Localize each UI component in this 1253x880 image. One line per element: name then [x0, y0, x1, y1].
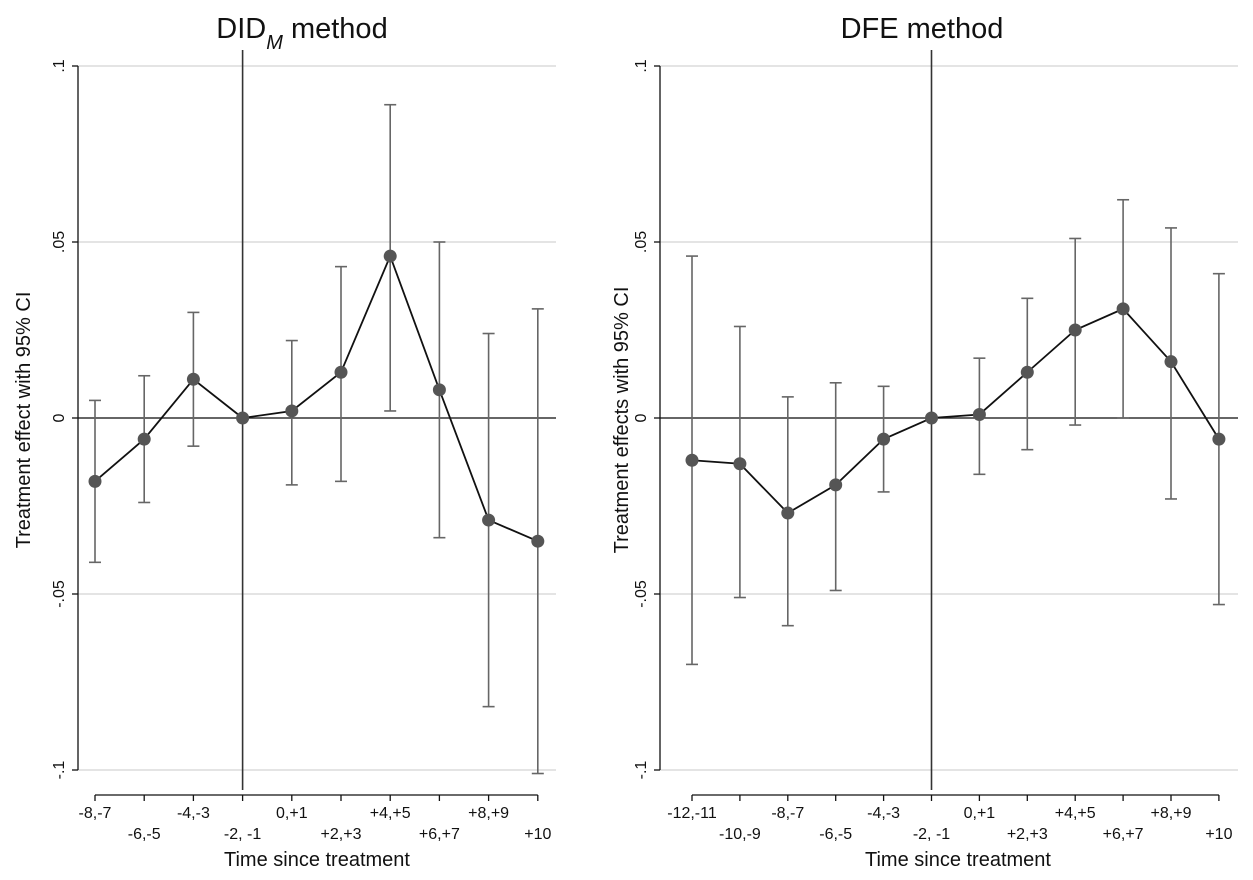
chart-title: DIDM method — [216, 13, 387, 54]
data-point — [1116, 302, 1130, 316]
data-point — [432, 383, 446, 397]
series-line — [691, 307, 1220, 515]
y-tick-label: 0 — [633, 413, 650, 422]
data-point — [733, 457, 747, 471]
x-tick-label: -12,-11 — [667, 805, 717, 822]
y-tick-label: .1 — [633, 59, 650, 72]
x-tick-label: -6,-5 — [819, 826, 852, 843]
data-point — [1020, 365, 1034, 379]
x-tick-label: +6,+7 — [1103, 826, 1144, 843]
data-point — [482, 513, 496, 527]
data-point — [334, 365, 348, 379]
x-tick-label: +8,+9 — [468, 805, 509, 822]
x-axis-title: Time since treatment — [865, 849, 1051, 871]
y-tick-label: .05 — [633, 231, 650, 253]
y-tick-label: -.05 — [51, 580, 68, 608]
x-tick-label: +2,+3 — [321, 826, 362, 843]
y-tick-label: .1 — [51, 59, 68, 72]
series-line — [94, 253, 539, 543]
x-tick-label: -2, -1 — [224, 826, 261, 843]
x-tick-label: +8,+9 — [1151, 805, 1192, 822]
x-axis-title: Time since treatment — [224, 849, 410, 871]
data-point — [685, 453, 699, 467]
data-point — [137, 432, 151, 446]
x-tick-label: -8,-7 — [771, 805, 804, 822]
data-point — [972, 407, 986, 421]
data-point — [877, 432, 891, 446]
data-point — [829, 478, 843, 492]
data-point — [531, 534, 545, 548]
y-tick-label: -.05 — [633, 580, 650, 608]
x-tick-label: +10 — [1205, 826, 1232, 843]
x-tick-label: -4,-3 — [177, 805, 210, 822]
data-point — [1212, 432, 1226, 446]
chart-title: DFE method — [841, 13, 1004, 45]
y-tick-label: -.1 — [633, 761, 650, 780]
x-tick-label: 0,+1 — [964, 805, 996, 822]
y-axis-title: Treatment effects with 95% CI — [611, 287, 633, 554]
x-tick-label: -2, -1 — [913, 826, 950, 843]
x-tick-label: +6,+7 — [419, 826, 460, 843]
data-point — [285, 404, 299, 418]
y-tick-label: 0 — [51, 413, 68, 422]
x-tick-label: -10,-9 — [719, 826, 761, 843]
chart-panel-2: .1 .05 0 -.05 -.1 -12,-11-10,-9 -8,-7 -6,-5 -4,-… — [611, 13, 1238, 871]
y-tick-label: -.1 — [51, 761, 68, 780]
x-tick-label: -6,-5 — [128, 826, 161, 843]
chart-title-subscript: M — [266, 32, 283, 54]
y-axis-title: Treatment effect with 95% CI — [13, 292, 35, 549]
data-point — [1164, 355, 1178, 369]
x-tick-label: -4,-3 — [867, 805, 900, 822]
x-tick-label: +10 — [524, 826, 551, 843]
x-tick-label: +4,+5 — [1055, 805, 1096, 822]
data-point — [781, 506, 795, 520]
data-point — [1068, 323, 1082, 337]
chart-panel-1: .1 .05 0 -.05 -.1 -8,-7 -6,-5 -4,-3 -2, -1 0,+1 +2… — [13, 13, 556, 871]
x-tick-label: -8,-7 — [79, 805, 112, 822]
y-tick-label: .05 — [51, 231, 68, 253]
chart-title-suffix: method — [283, 13, 388, 45]
data-point — [88, 474, 102, 488]
data-point — [925, 411, 938, 425]
x-tick-label: +2,+3 — [1007, 826, 1048, 843]
data-point — [186, 372, 200, 386]
data-point — [236, 411, 250, 425]
x-tick-label: +4,+5 — [370, 805, 411, 822]
data-point — [383, 249, 397, 263]
x-tick-label: 0,+1 — [276, 805, 308, 822]
